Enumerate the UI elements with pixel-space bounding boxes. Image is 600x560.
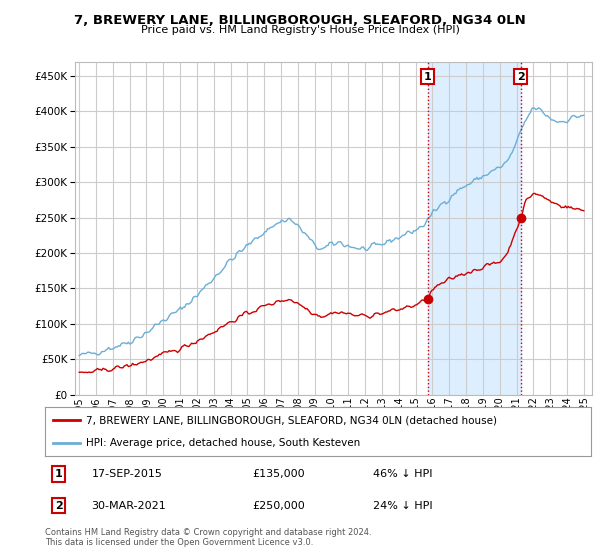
Bar (428, 62, 521, 395)
Text: 7, BREWERY LANE, BILLINGBOROUGH, SLEAFORD, NG34 0LN (detached house): 7, BREWERY LANE, BILLINGBOROUGH, SLEAFOR… (86, 416, 497, 426)
Text: £250,000: £250,000 (253, 501, 305, 511)
Text: Contains HM Land Registry data © Crown copyright and database right 2024.
This d: Contains HM Land Registry data © Crown c… (45, 528, 371, 547)
Text: HPI: Average price, detached house, South Kesteven: HPI: Average price, detached house, Sout… (86, 438, 360, 448)
Text: 46% ↓ HPI: 46% ↓ HPI (373, 469, 432, 479)
Text: 2: 2 (55, 501, 62, 511)
Text: 30-MAR-2021: 30-MAR-2021 (91, 501, 166, 511)
Text: 2: 2 (517, 72, 524, 82)
Text: 17-SEP-2015: 17-SEP-2015 (91, 469, 162, 479)
Text: 1: 1 (424, 72, 431, 82)
Text: £135,000: £135,000 (253, 469, 305, 479)
Text: 24% ↓ HPI: 24% ↓ HPI (373, 501, 432, 511)
Text: 7, BREWERY LANE, BILLINGBOROUGH, SLEAFORD, NG34 0LN: 7, BREWERY LANE, BILLINGBOROUGH, SLEAFOR… (74, 14, 526, 27)
Text: Price paid vs. HM Land Registry's House Price Index (HPI): Price paid vs. HM Land Registry's House … (140, 25, 460, 35)
Text: 1: 1 (55, 469, 62, 479)
